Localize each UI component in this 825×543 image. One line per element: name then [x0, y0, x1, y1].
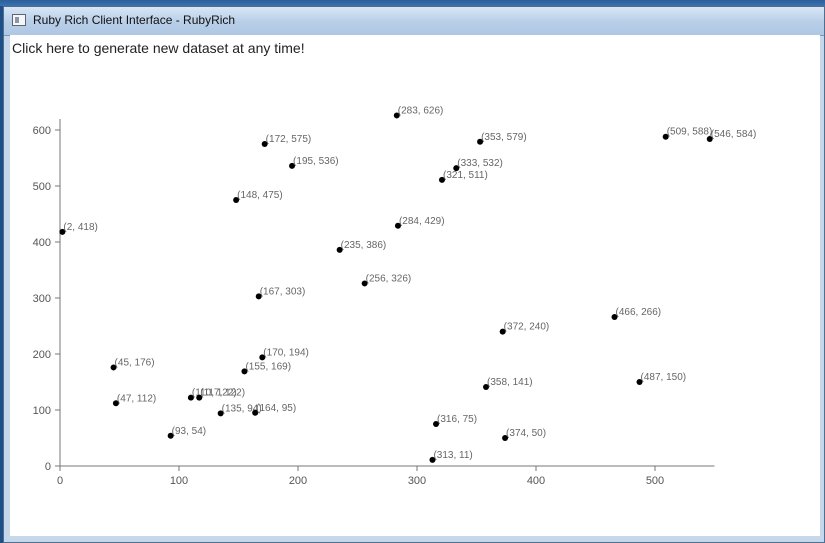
y-tick-label: 0 — [45, 461, 51, 473]
app-window: Ruby Rich Client Interface - RubyRich Cl… — [3, 6, 825, 543]
data-point — [196, 394, 203, 401]
y-tick-label: 200 — [33, 349, 51, 361]
y-tick-label: 600 — [33, 125, 51, 137]
y-tick-label: 100 — [33, 405, 51, 417]
data-point-label: (284, 429) — [399, 216, 445, 227]
data-point-label: (372, 240) — [504, 322, 550, 333]
data-point-label: (358, 141) — [487, 377, 533, 388]
data-point — [453, 165, 460, 172]
data-point-label: (466, 266) — [616, 307, 662, 318]
data-point — [289, 162, 296, 169]
data-point-label: (155, 169) — [245, 361, 291, 372]
client-area: Click here to generate new dataset at an… — [10, 35, 820, 536]
x-tick-label: 100 — [170, 475, 188, 487]
data-point-label: (195, 536) — [293, 156, 339, 167]
data-point — [393, 112, 400, 119]
x-tick-label: 400 — [527, 475, 545, 487]
desktop-strip — [0, 0, 825, 6]
scatter-chart: 0 100 200 300 400 500 0 100 200 300 400 500 600 (283,… — [33, 105, 757, 487]
data-point — [502, 435, 509, 441]
window-title: Ruby Rich Client Interface - RubyRich — [33, 13, 236, 27]
data-point — [361, 280, 368, 287]
data-point-label: (47, 112) — [117, 393, 156, 404]
data-point — [336, 246, 343, 253]
data-point-label: (333, 532) — [457, 158, 503, 169]
data-point — [483, 384, 490, 391]
data-point — [477, 138, 484, 145]
y-tick-label: 300 — [33, 293, 51, 305]
data-point — [394, 222, 401, 229]
y-tick-label: 400 — [33, 237, 51, 249]
data-point-label: (148, 475) — [237, 190, 283, 201]
y-tick-label: 500 — [33, 181, 51, 193]
data-point — [499, 328, 506, 335]
data-point-label: (167, 303) — [260, 286, 306, 297]
data-point-label: (164, 95) — [256, 403, 296, 414]
app-icon — [12, 14, 26, 26]
data-point — [241, 368, 248, 375]
data-point — [433, 421, 440, 427]
data-point — [611, 314, 618, 321]
data-point — [110, 364, 117, 371]
data-point-label: (93, 54) — [172, 426, 206, 437]
data-point-label: (283, 626) — [398, 105, 444, 116]
data-point — [636, 379, 643, 385]
x-tick-label: 200 — [289, 475, 307, 487]
data-point-label: (172, 575) — [266, 134, 312, 145]
data-point — [233, 197, 240, 203]
generate-dataset-link[interactable]: Click here to generate new dataset at an… — [12, 40, 305, 56]
data-point — [255, 293, 262, 300]
data-point-label: (509, 588) — [667, 127, 713, 138]
data-point — [261, 141, 268, 147]
x-tick-label: 300 — [408, 475, 426, 487]
data-point — [167, 432, 174, 439]
data-point — [662, 133, 669, 140]
data-point — [706, 135, 713, 142]
data-point — [112, 400, 119, 407]
data-point — [252, 409, 259, 416]
data-point-label: (135, 94) — [222, 403, 262, 414]
data-point-label: (235, 386) — [341, 240, 387, 251]
data-point-label: (487, 150) — [641, 372, 687, 383]
data-point-label: (110, 122) — [192, 388, 237, 399]
title-bar[interactable]: Ruby Rich Client Interface - RubyRich — [4, 7, 824, 36]
data-point — [259, 354, 266, 361]
data-point-label: (45, 176) — [115, 357, 155, 368]
data-point-label: (256, 326) — [366, 273, 412, 284]
data-point-label: (313, 11) — [433, 450, 472, 461]
data-point — [187, 394, 194, 401]
data-point — [438, 176, 445, 183]
data-point — [217, 410, 224, 417]
data-point-label: (170, 194) — [263, 347, 309, 358]
data-point-label: (117, 122) — [200, 388, 245, 399]
data-point-label: (546, 584) — [711, 129, 757, 140]
x-tick-label: 0 — [57, 475, 63, 487]
data-point-label: (374, 50) — [506, 428, 546, 439]
data-point-label: (316, 75) — [437, 414, 477, 425]
data-point — [59, 228, 66, 235]
data-point-label: (321, 511) — [443, 170, 488, 181]
x-tick-label: 500 — [646, 475, 664, 487]
data-point — [429, 456, 436, 463]
data-point-label: (2, 418) — [63, 222, 97, 233]
data-point-label: (353, 579) — [481, 132, 527, 143]
